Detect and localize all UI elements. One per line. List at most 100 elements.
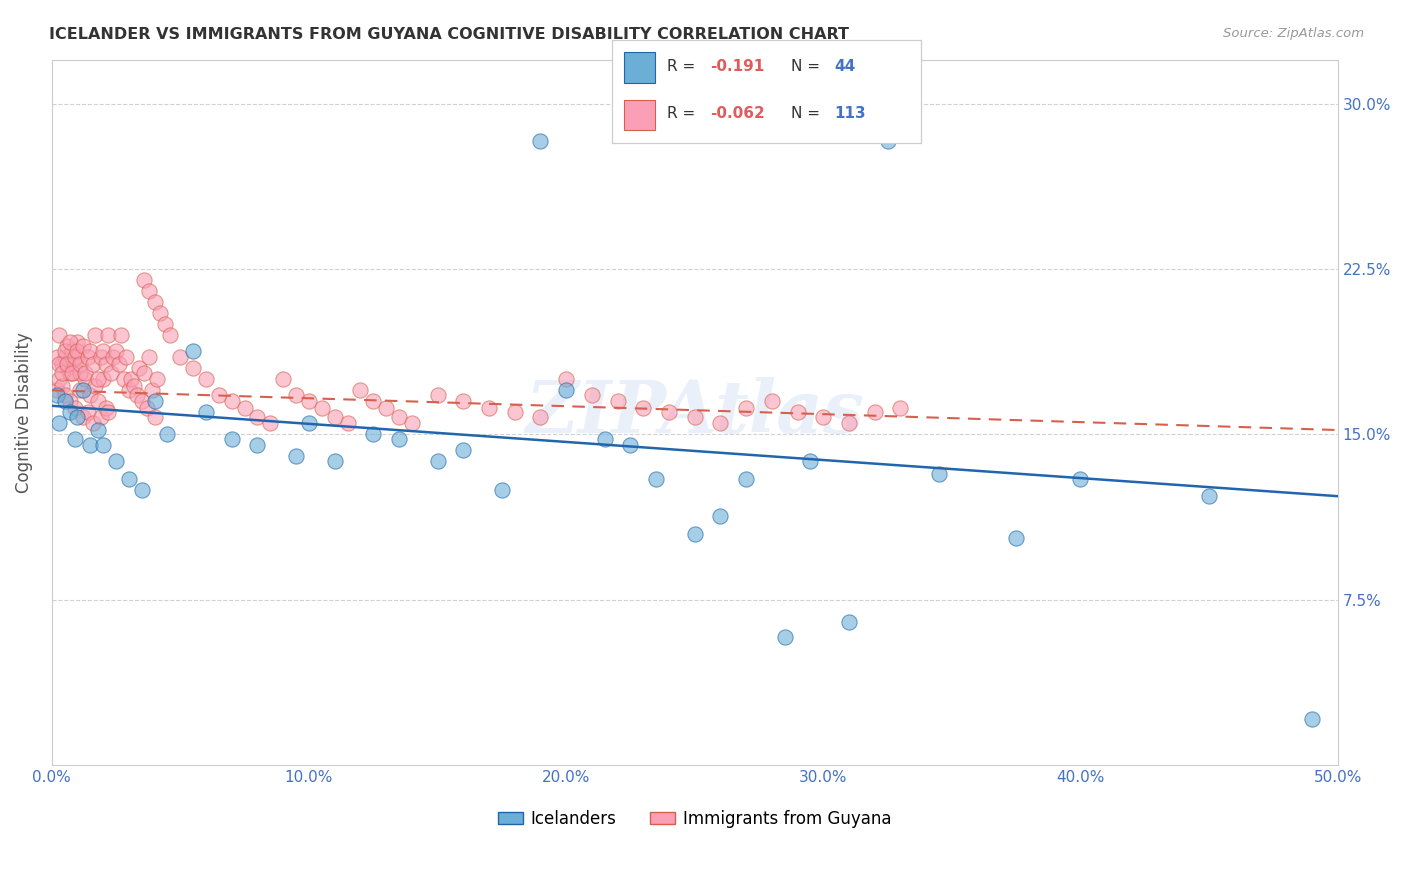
Immigrants from Guyana — [138, 284, 160, 298]
Icelanders — [48, 417, 70, 431]
Icelanders — [1198, 489, 1220, 503]
Immigrants from Guyana — [633, 401, 655, 415]
Immigrants from Guyana — [181, 361, 204, 376]
Text: ICELANDER VS IMMIGRANTS FROM GUYANA COGNITIVE DISABILITY CORRELATION CHART: ICELANDER VS IMMIGRANTS FROM GUYANA COGN… — [49, 27, 849, 42]
Icelanders — [773, 630, 796, 644]
Immigrants from Guyana — [323, 409, 346, 424]
Immigrants from Guyana — [889, 401, 911, 415]
Icelanders — [709, 509, 731, 524]
Immigrants from Guyana — [56, 339, 79, 353]
Immigrants from Guyana — [122, 379, 145, 393]
Icelanders — [156, 427, 179, 442]
Text: ZIPAtlas: ZIPAtlas — [526, 377, 865, 448]
Icelanders — [63, 432, 86, 446]
Immigrants from Guyana — [53, 388, 76, 402]
Text: -0.191: -0.191 — [710, 59, 765, 74]
Immigrants from Guyana — [271, 372, 294, 386]
Immigrants from Guyana — [69, 384, 91, 398]
Immigrants from Guyana — [388, 409, 411, 424]
Immigrants from Guyana — [59, 394, 82, 409]
Legend: Icelanders, Immigrants from Guyana: Icelanders, Immigrants from Guyana — [491, 803, 898, 834]
Text: -0.062: -0.062 — [710, 106, 765, 121]
Icelanders — [143, 394, 166, 409]
Immigrants from Guyana — [51, 379, 73, 393]
Immigrants from Guyana — [53, 343, 76, 358]
Immigrants from Guyana — [503, 405, 526, 419]
Immigrants from Guyana — [131, 394, 153, 409]
Icelanders — [323, 454, 346, 468]
Icelanders — [593, 432, 616, 446]
Icelanders — [72, 384, 94, 398]
Icelanders — [1005, 531, 1028, 545]
Immigrants from Guyana — [221, 394, 243, 409]
Text: R =: R = — [668, 59, 700, 74]
Immigrants from Guyana — [51, 357, 73, 371]
Immigrants from Guyana — [786, 405, 808, 419]
Immigrants from Guyana — [169, 351, 191, 365]
Immigrants from Guyana — [87, 394, 110, 409]
Immigrants from Guyana — [84, 379, 107, 393]
Immigrants from Guyana — [401, 417, 423, 431]
Icelanders — [838, 615, 860, 629]
Immigrants from Guyana — [66, 334, 89, 349]
Icelanders — [53, 394, 76, 409]
Icelanders — [87, 423, 110, 437]
Immigrants from Guyana — [75, 366, 97, 380]
Immigrants from Guyana — [138, 351, 160, 365]
Immigrants from Guyana — [709, 417, 731, 431]
Immigrants from Guyana — [838, 417, 860, 431]
Immigrants from Guyana — [761, 394, 783, 409]
Bar — [624, 100, 655, 130]
Immigrants from Guyana — [66, 351, 89, 365]
Immigrants from Guyana — [48, 357, 70, 371]
Immigrants from Guyana — [59, 334, 82, 349]
Immigrants from Guyana — [48, 328, 70, 343]
Immigrants from Guyana — [125, 388, 148, 402]
Immigrants from Guyana — [69, 366, 91, 380]
Icelanders — [683, 526, 706, 541]
Immigrants from Guyana — [79, 343, 101, 358]
Immigrants from Guyana — [56, 361, 79, 376]
Immigrants from Guyana — [72, 339, 94, 353]
Icelanders — [66, 409, 89, 424]
Immigrants from Guyana — [153, 317, 176, 331]
Immigrants from Guyana — [349, 384, 371, 398]
Immigrants from Guyana — [606, 394, 628, 409]
Y-axis label: Cognitive Disability: Cognitive Disability — [15, 332, 32, 492]
Immigrants from Guyana — [90, 351, 112, 365]
Immigrants from Guyana — [121, 372, 143, 386]
Icelanders — [735, 471, 758, 485]
Icelanders — [131, 483, 153, 497]
Immigrants from Guyana — [555, 372, 578, 386]
Icelanders — [426, 454, 449, 468]
Immigrants from Guyana — [426, 388, 449, 402]
Immigrants from Guyana — [195, 372, 218, 386]
Icelanders — [105, 454, 128, 468]
Immigrants from Guyana — [72, 409, 94, 424]
Icelanders — [195, 405, 218, 419]
Immigrants from Guyana — [87, 372, 110, 386]
Immigrants from Guyana — [110, 328, 132, 343]
Immigrants from Guyana — [56, 357, 79, 371]
Icelanders — [285, 450, 308, 464]
Immigrants from Guyana — [94, 401, 117, 415]
Immigrants from Guyana — [60, 366, 83, 380]
Icelanders — [619, 438, 641, 452]
Icelanders — [555, 384, 578, 398]
Immigrants from Guyana — [863, 405, 886, 419]
Icelanders — [1069, 471, 1091, 485]
Immigrants from Guyana — [79, 388, 101, 402]
Immigrants from Guyana — [51, 366, 73, 380]
Immigrants from Guyana — [478, 401, 501, 415]
Immigrants from Guyana — [76, 351, 98, 365]
Text: N =: N = — [792, 106, 825, 121]
Icelanders — [45, 388, 67, 402]
Text: N =: N = — [792, 59, 825, 74]
Immigrants from Guyana — [529, 409, 551, 424]
Immigrants from Guyana — [143, 295, 166, 310]
Immigrants from Guyana — [90, 409, 112, 424]
Immigrants from Guyana — [63, 357, 86, 371]
Immigrants from Guyana — [84, 328, 107, 343]
Immigrants from Guyana — [146, 372, 169, 386]
Text: Source: ZipAtlas.com: Source: ZipAtlas.com — [1223, 27, 1364, 40]
